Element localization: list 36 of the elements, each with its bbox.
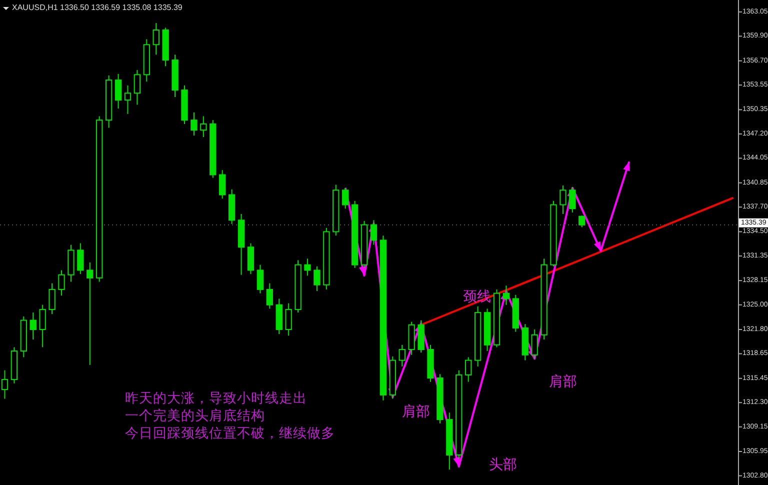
candlestick [569, 186, 576, 213]
candlestick [285, 302, 292, 336]
candlestick [114, 73, 122, 110]
chart-title: XAUUSD,H1 1336.50 1336.59 1335.08 1335.39 [12, 3, 183, 12]
candlestick [124, 84, 132, 114]
annotation: 肩部 [402, 403, 430, 419]
candlestick [1, 370, 8, 400]
candlestick [502, 285, 510, 306]
candlestick [304, 258, 311, 276]
candlestick [370, 220, 378, 246]
candlestick [398, 344, 406, 367]
candlestick [200, 116, 207, 138]
candlestick [77, 242, 84, 275]
candlestick [30, 312, 36, 340]
candlestick [465, 356, 472, 382]
annotation: 昨天的大涨，导致小时线走出 [125, 390, 307, 406]
candlestick [531, 328, 538, 360]
annotation: 今日回踩颈线位置不破，继续做多 [125, 426, 335, 440]
candlestick [247, 242, 254, 275]
annotation: 头部 [489, 456, 517, 472]
candlestick [86, 262, 94, 366]
candlestick [152, 22, 160, 56]
candlestick [134, 70, 141, 106]
candlestick [219, 170, 226, 200]
annotation: 肩部 [549, 373, 577, 389]
candlestick [342, 187, 349, 210]
candlestick [266, 282, 273, 310]
candlestick [190, 112, 198, 136]
candlestick [39, 304, 46, 348]
candlestick [256, 264, 264, 294]
candlestick [560, 185, 566, 215]
candlestick [578, 215, 586, 228]
annotation: 一个完美的头肩底结构 [125, 408, 265, 423]
candlestick [58, 270, 65, 296]
candlestick [48, 282, 56, 315]
candlestick [314, 266, 320, 292]
